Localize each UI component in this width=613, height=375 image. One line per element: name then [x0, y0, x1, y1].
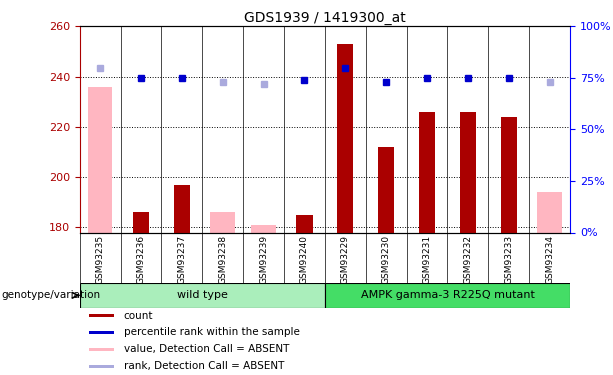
Text: GSM93238: GSM93238	[218, 235, 227, 284]
Bar	[89, 348, 114, 351]
Text: percentile rank within the sample: percentile rank within the sample	[124, 327, 300, 338]
Text: GSM93237: GSM93237	[177, 235, 186, 284]
Bar	[251, 225, 276, 232]
Text: AMPK gamma-3 R225Q mutant: AMPK gamma-3 R225Q mutant	[360, 290, 535, 300]
Text: wild type: wild type	[177, 290, 227, 300]
Text: value, Detection Call = ABSENT: value, Detection Call = ABSENT	[124, 344, 289, 354]
Bar	[89, 314, 114, 317]
Text: GSM93239: GSM93239	[259, 235, 268, 284]
Text: genotype/variation: genotype/variation	[1, 291, 101, 300]
Bar	[501, 117, 517, 232]
Text: GSM93236: GSM93236	[137, 235, 145, 284]
Text: GSM93240: GSM93240	[300, 235, 309, 284]
Text: GSM93232: GSM93232	[463, 235, 473, 284]
Bar	[89, 364, 114, 368]
Bar	[80, 283, 325, 308]
Text: GSM93235: GSM93235	[96, 235, 105, 284]
Text: GSM93229: GSM93229	[341, 235, 350, 284]
Text: GSM93233: GSM93233	[504, 235, 513, 284]
Bar	[133, 212, 149, 232]
Bar	[460, 112, 476, 232]
Text: GSM93231: GSM93231	[422, 235, 432, 284]
Bar	[88, 87, 112, 232]
Bar	[210, 212, 235, 232]
Bar	[173, 185, 190, 232]
Text: GSM93230: GSM93230	[382, 235, 390, 284]
Text: count: count	[124, 310, 153, 321]
Bar	[296, 215, 313, 232]
Bar	[378, 147, 394, 232]
Bar	[538, 192, 562, 232]
Bar	[89, 331, 114, 334]
Bar	[325, 283, 570, 308]
Title: GDS1939 / 1419300_at: GDS1939 / 1419300_at	[244, 11, 406, 25]
Bar	[337, 44, 354, 232]
Text: GSM93234: GSM93234	[545, 235, 554, 284]
Bar	[419, 112, 435, 232]
Text: rank, Detection Call = ABSENT: rank, Detection Call = ABSENT	[124, 361, 284, 371]
